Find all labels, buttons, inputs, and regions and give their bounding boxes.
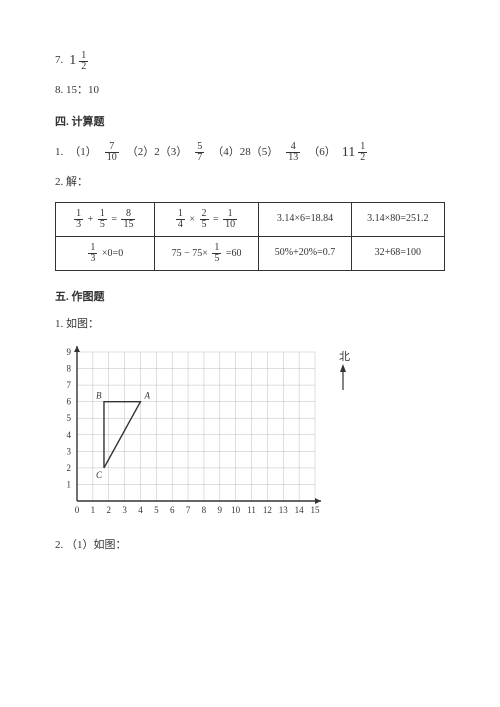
q5-2: 2. （1）如图： — [55, 537, 445, 555]
cell: 14 × 25 = 110 — [154, 202, 259, 236]
mixed-fraction: 11 1 2 — [342, 142, 369, 164]
q4-1-part: （1） — [69, 144, 97, 162]
svg-text:7: 7 — [186, 505, 191, 515]
answer-7-label: 7. — [55, 52, 63, 70]
svg-text:5: 5 — [67, 413, 72, 423]
q4-1-label: 1. — [55, 144, 63, 162]
answer-7-value: 1 1 2 — [69, 50, 90, 72]
svg-text:7: 7 — [67, 380, 72, 390]
answer-8-label: 8. — [55, 84, 63, 96]
svg-text:14: 14 — [295, 505, 305, 515]
svg-text:B: B — [96, 390, 102, 400]
svg-text:C: C — [96, 470, 103, 480]
q4-1-part: （6） — [308, 144, 336, 162]
svg-text:6: 6 — [67, 396, 72, 406]
svg-text:1: 1 — [67, 479, 72, 489]
svg-text:4: 4 — [67, 430, 72, 440]
svg-text:10: 10 — [231, 505, 241, 515]
cell: 50%+20%=0.7 — [259, 236, 351, 270]
cell: 13 ×0=0 — [56, 236, 155, 270]
q4-2: 2. 解： — [55, 174, 445, 192]
triangle-graph: 0123456789101112131415123456789ABC北 — [55, 344, 355, 519]
q5-1: 1. 如图： — [55, 316, 445, 334]
svg-text:2: 2 — [67, 463, 72, 473]
fraction: 5 7 — [195, 142, 204, 163]
cell: 3.14×6=18.84 — [259, 202, 351, 236]
svg-text:0: 0 — [75, 505, 80, 515]
section-5-title: 五. 作图题 — [55, 289, 445, 307]
section-4-title: 四. 计算题 — [55, 114, 445, 132]
table-row: 13 + 15 = 815 14 × 25 = 110 3.14×6=18.84… — [56, 202, 445, 236]
svg-text:15: 15 — [311, 505, 321, 515]
svg-text:6: 6 — [170, 505, 175, 515]
svg-text:5: 5 — [154, 505, 159, 515]
answer-8-text: 15：10 — [66, 84, 99, 96]
fraction: 1 2 — [358, 142, 367, 163]
cell: 32+68=100 — [351, 236, 444, 270]
q5-2-text: （1）如图： — [66, 539, 127, 551]
svg-text:12: 12 — [263, 505, 272, 515]
svg-text:A: A — [143, 390, 150, 400]
svg-text:8: 8 — [67, 363, 72, 373]
cell: 3.14×80=251.2 — [351, 202, 444, 236]
q4-2-label: 2. — [55, 176, 63, 188]
q5-2-label: 2. — [55, 539, 63, 551]
fraction: 1 2 — [79, 51, 88, 72]
cell: 75 − 75× 15 =60 — [154, 236, 259, 270]
q4-1: 1. （1） 7 10 （2）2（3） 5 7 （4）28（5） 4 13 （6… — [55, 142, 445, 164]
fraction: 4 13 — [286, 142, 300, 163]
svg-text:9: 9 — [218, 505, 223, 515]
svg-text:北: 北 — [339, 350, 350, 363]
q4-1-part: （4）28（5） — [212, 144, 278, 162]
svg-text:3: 3 — [67, 446, 72, 456]
svg-text:13: 13 — [279, 505, 289, 515]
q4-2-text: 解： — [66, 176, 88, 188]
svg-text:4: 4 — [138, 505, 143, 515]
q5-1-label: 1. — [55, 318, 63, 330]
svg-text:2: 2 — [106, 505, 111, 515]
svg-text:11: 11 — [247, 505, 256, 515]
svg-text:9: 9 — [67, 347, 72, 357]
answer-8: 8. 15：10 — [55, 82, 445, 100]
table-row: 13 ×0=0 75 − 75× 15 =60 50%+20%=0.7 32+6… — [56, 236, 445, 270]
fraction: 7 10 — [105, 142, 119, 163]
svg-text:1: 1 — [91, 505, 96, 515]
calc-table: 13 + 15 = 815 14 × 25 = 110 3.14×6=18.84… — [55, 202, 445, 271]
q5-1-text: 如图： — [66, 318, 99, 330]
svg-text:8: 8 — [202, 505, 207, 515]
q4-1-part: （2）2（3） — [127, 144, 188, 162]
answer-7: 7. 1 1 2 — [55, 50, 445, 72]
cell: 13 + 15 = 815 — [56, 202, 155, 236]
svg-text:3: 3 — [122, 505, 127, 515]
